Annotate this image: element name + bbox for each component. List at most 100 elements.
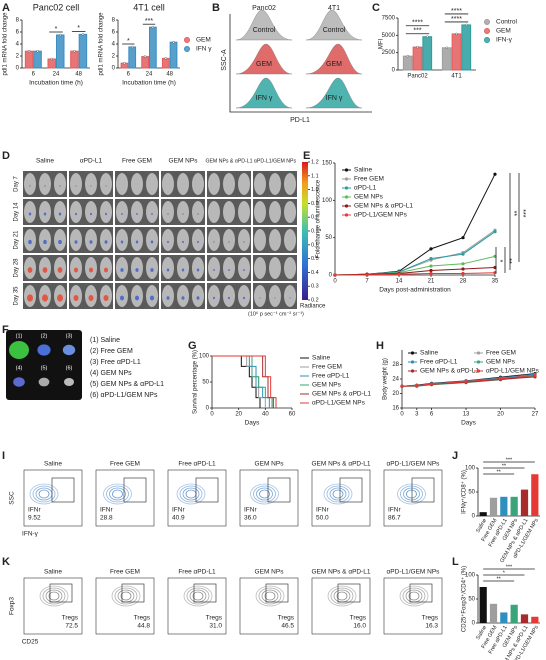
legend-label: GEM: [496, 28, 511, 35]
legend-label: αPD-L1/GEM NPs: [312, 400, 366, 407]
mouse: [177, 257, 189, 279]
annotation: *: [77, 25, 80, 32]
signal: [120, 295, 124, 301]
row-label: GEM: [256, 61, 272, 68]
mouse: [131, 257, 143, 279]
survival-line: [212, 355, 274, 408]
gate: [121, 583, 145, 603]
x-tick-label: 7: [365, 279, 369, 285]
x-tick-label: 21: [428, 279, 435, 285]
y-axis-label: IFNγ⁺/CD8⁺ (%): [461, 470, 468, 514]
signal: [167, 213, 169, 215]
colorbar-tick-label: 0.8: [311, 215, 319, 221]
signal: [167, 240, 169, 244]
contour: [336, 591, 348, 601]
mouse: [284, 201, 296, 223]
gate-value: 44.8: [137, 623, 150, 630]
contour: [42, 587, 66, 605]
dot: [406, 54, 409, 58]
signal: [89, 267, 93, 273]
x-tick-label: 3: [415, 412, 419, 418]
point: [461, 236, 465, 240]
legend-swatch: [484, 37, 490, 43]
signal: [196, 268, 200, 272]
contour: [397, 483, 426, 505]
mouse: [269, 173, 281, 195]
contour: [32, 485, 56, 503]
contour: [406, 489, 417, 499]
annotation: ***: [506, 457, 513, 463]
group-label: Free GEM: [110, 461, 140, 468]
contour: [176, 483, 206, 505]
mouse: [269, 201, 281, 223]
survival-line: [212, 355, 266, 408]
y-tick-label: 100: [322, 198, 333, 204]
bar: [161, 57, 170, 69]
signal: [289, 297, 291, 299]
panel-letter: H: [376, 340, 384, 352]
colorbar: [302, 162, 308, 300]
dot: [151, 26, 155, 29]
x-tick-label: 13: [463, 412, 470, 418]
mouse: [177, 201, 189, 223]
histogram: [235, 77, 293, 109]
colorbar-unit: (10⁶ p sec⁻¹ cm⁻² sr⁻¹): [248, 310, 304, 317]
group-label: GEM NPs: [255, 569, 285, 576]
group-label: Saline: [36, 158, 54, 165]
point: [429, 247, 433, 251]
contour: [327, 585, 357, 607]
gate: [411, 477, 435, 503]
mouse: [192, 229, 204, 251]
y-tick-label: 4: [112, 42, 116, 48]
annotation: *: [55, 26, 58, 33]
y-axis-label: pdl1 mRNA fold change: [99, 12, 105, 76]
contour: [400, 485, 423, 503]
chart-title: 4T1 cell: [133, 2, 165, 12]
group-label: GEM NPs: [169, 158, 199, 165]
mouse: [208, 201, 220, 223]
x-axis-label: Days: [461, 420, 477, 427]
colorbar-tick-label: 0.3: [311, 284, 319, 290]
legend-label: αPD-L1: [354, 185, 377, 192]
signal: [42, 294, 48, 302]
panel-letter: J: [452, 450, 458, 462]
dot: [36, 50, 39, 53]
signal: [74, 267, 78, 273]
histogram: [305, 77, 363, 109]
legend-swatch: [344, 204, 349, 208]
colorbar-tick-label: 0.9: [311, 201, 319, 207]
legend-item: (5) GEM NPs & αPD-L1: [90, 381, 164, 388]
group-label: Free GEM: [122, 158, 152, 165]
histogram: [235, 43, 293, 75]
legend-label: GEM: [196, 37, 211, 44]
dot: [73, 50, 76, 53]
x-tick-label: 28: [460, 279, 467, 285]
dot: [131, 45, 134, 49]
contour: [326, 485, 350, 503]
signal: [213, 296, 215, 300]
legend-label: αPD-L1/GEM NPs: [486, 368, 540, 375]
annotation: *: [503, 570, 506, 576]
signal: [28, 212, 32, 216]
signal: [120, 240, 124, 244]
contour: [103, 483, 132, 505]
point: [365, 273, 369, 277]
x-tick-label: 35: [492, 279, 499, 285]
x-tick-label: 0: [210, 412, 214, 418]
mouse: [116, 229, 128, 251]
colorbar-tick-label: 0.5: [311, 256, 319, 262]
group-label: GEM NPs & αPD-L1: [205, 158, 252, 164]
mouse: [192, 201, 204, 223]
dot: [416, 45, 419, 49]
x-tick-label: 24: [53, 72, 60, 78]
mouse: [192, 257, 204, 279]
y-axis-label: SSC-A: [221, 49, 228, 71]
x-axis-label: Days post-administration: [379, 287, 451, 294]
bar: [412, 46, 423, 71]
signal: [166, 296, 170, 300]
mouse: [223, 257, 235, 279]
contour: [330, 587, 354, 605]
gate: [193, 583, 217, 603]
mouse: [177, 229, 189, 251]
annotation: ****: [451, 16, 462, 23]
